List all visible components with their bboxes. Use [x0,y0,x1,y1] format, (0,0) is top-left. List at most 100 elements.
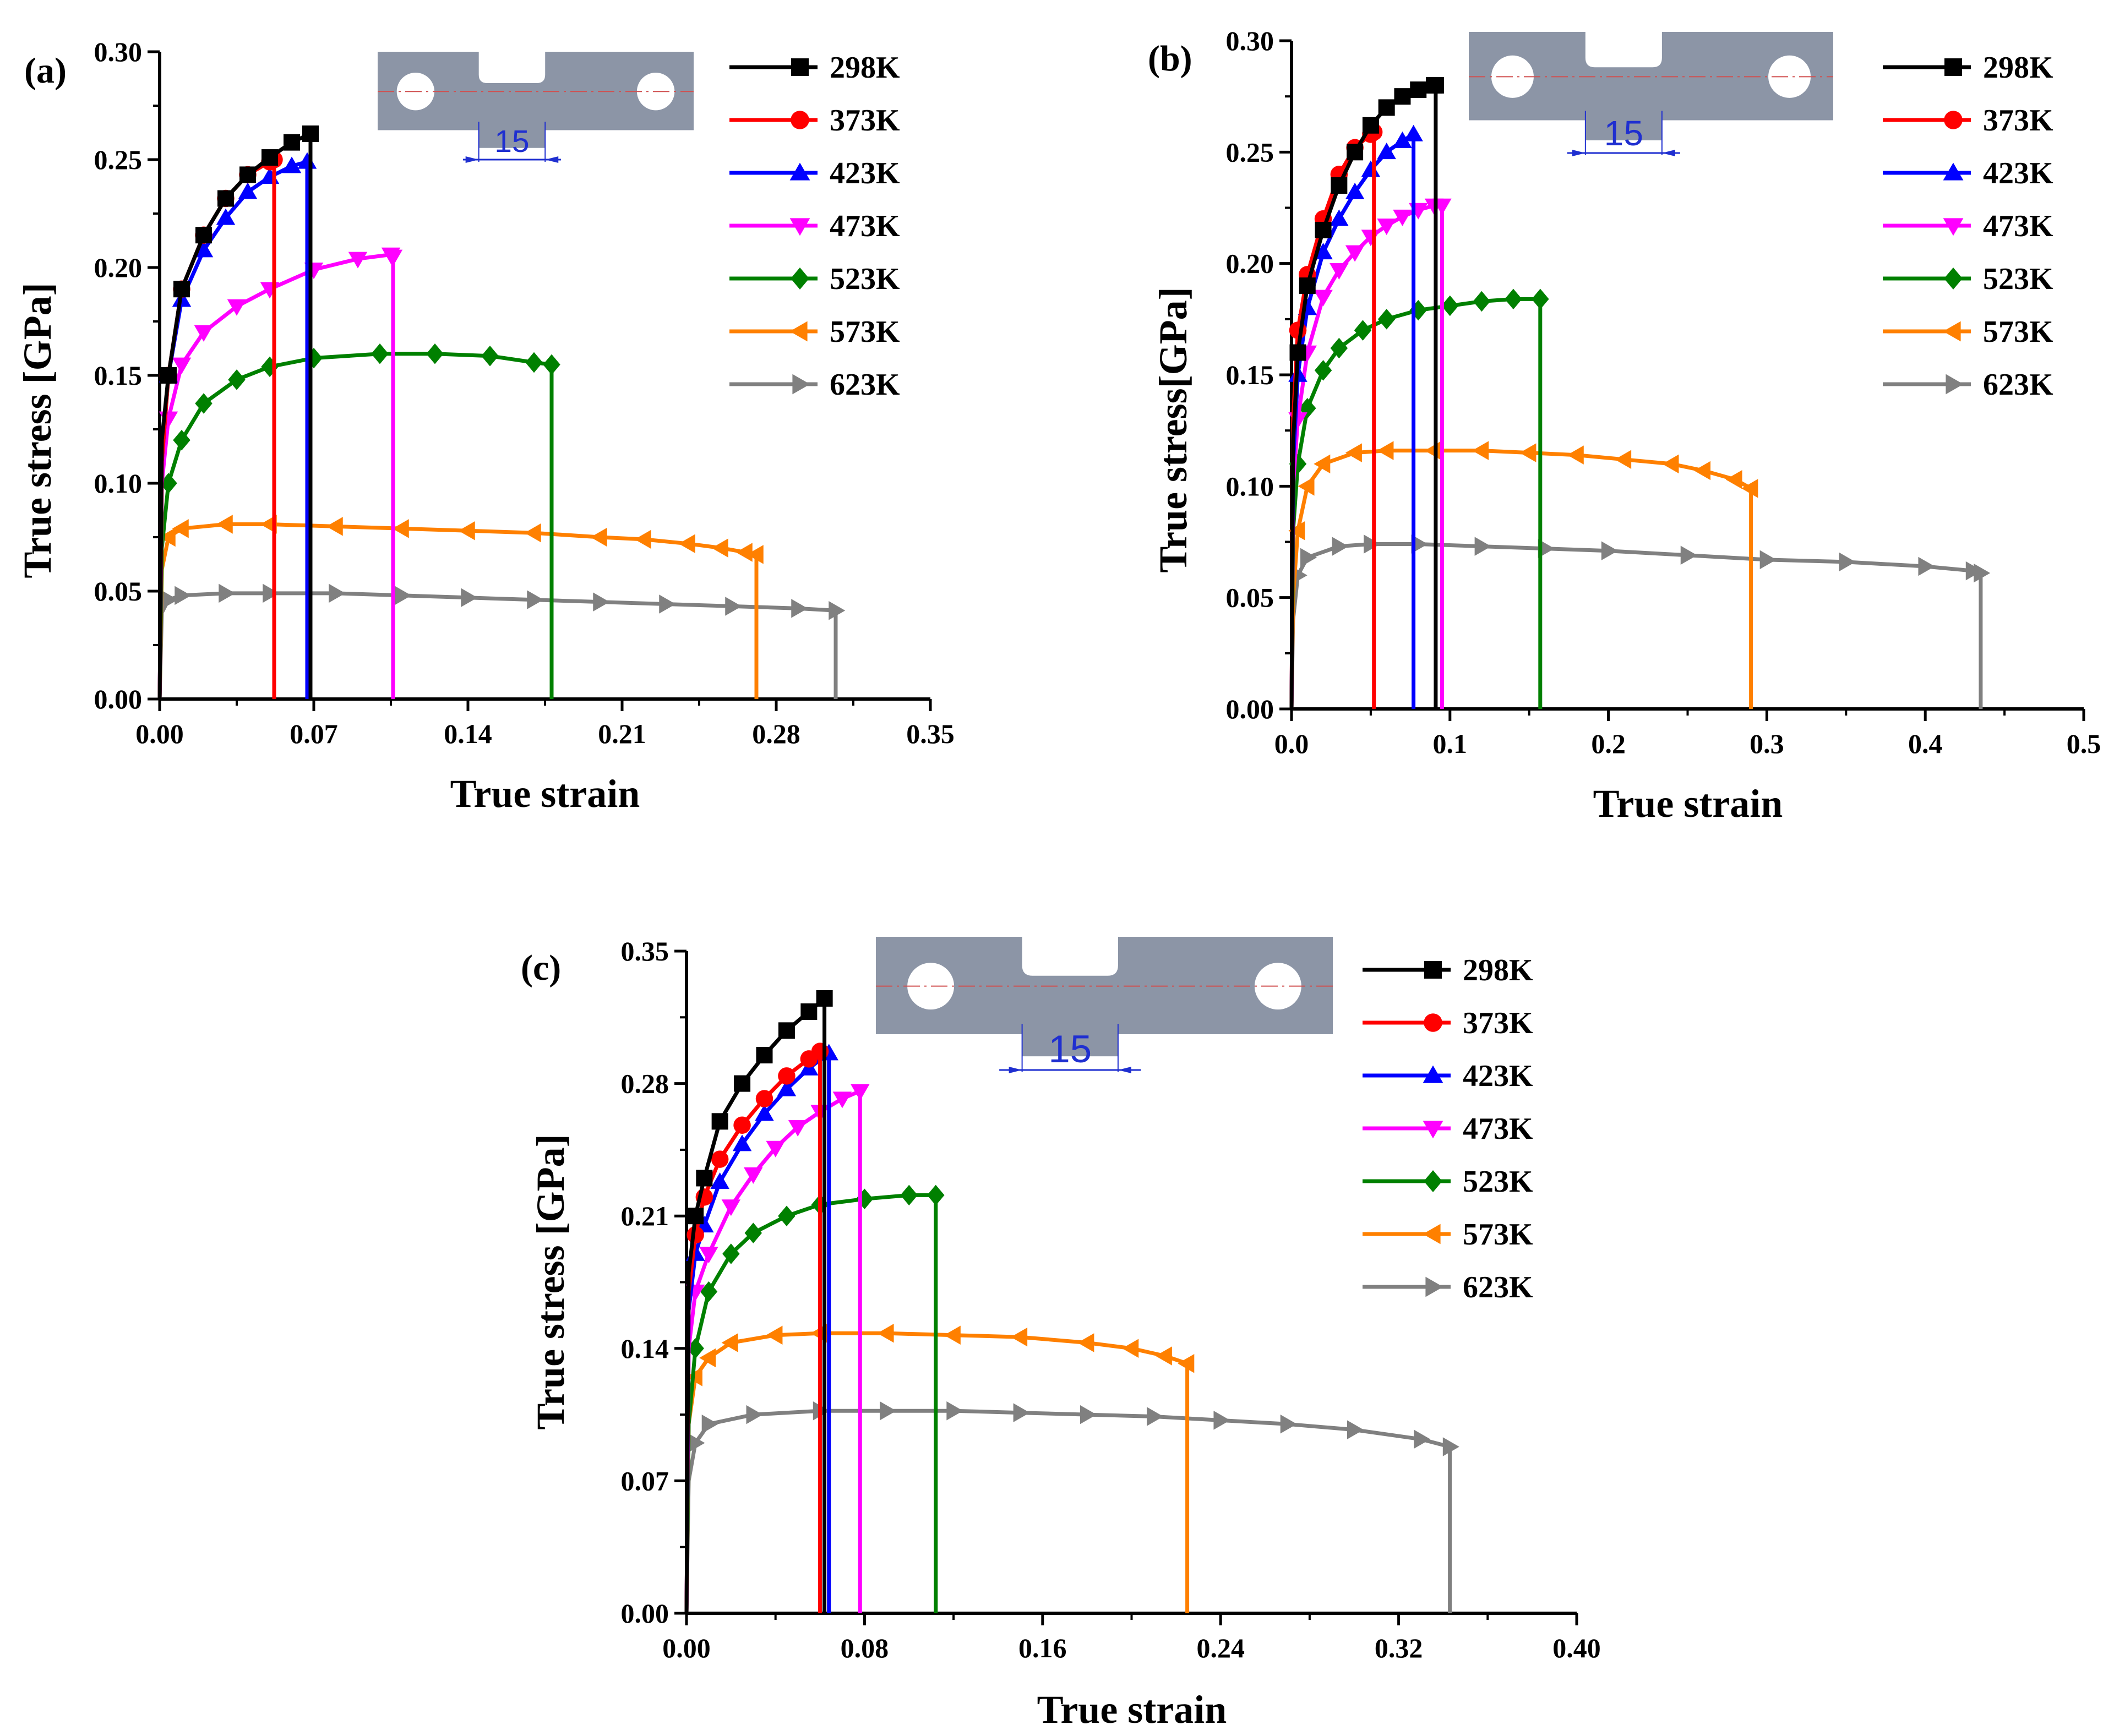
data-point [160,367,177,384]
x-axis-label: True strain [1037,1688,1227,1732]
legend: 298K 373K 423K 473K 523K 573K 623K [1363,953,1533,1304]
data-point [395,586,412,605]
x-tick-label: 0.1 [1433,728,1468,759]
y-tick-label: 0.10 [94,468,143,499]
dimension-arrow-right [1118,1067,1131,1073]
data-point [1345,245,1365,262]
series-573K [157,515,764,700]
specimen-inset: 15 [1469,32,1833,156]
data-point [800,1003,818,1020]
legend-item: 523K [729,262,900,296]
legend-label: 298K [1463,953,1533,987]
legend-marker [1425,1276,1443,1297]
data-point [946,1401,963,1421]
data-point [816,990,833,1007]
x-tick-label: 0.40 [1552,1633,1601,1663]
data-point [261,149,278,166]
data-point [1393,209,1412,226]
x-tick-label: 0.00 [135,718,184,749]
series-line [157,132,313,700]
legend-item: 623K [1883,368,2053,402]
data-point [829,601,846,620]
legend-item: 298K [1883,51,2053,85]
legend-marker [789,321,808,342]
data-point [159,527,176,547]
data-point [725,597,742,616]
x-tick-label: 0.35 [906,718,955,749]
series-line [1289,542,1983,709]
legend-marker [1424,961,1442,979]
data-point [1974,563,1991,583]
pin-hole-right [1768,55,1811,98]
data-point [1345,443,1362,462]
legend-marker [791,58,809,76]
x-tick-label: 0.07 [290,718,338,749]
y-axis-label: True stress [GPa] [528,1134,573,1429]
data-point [1694,461,1711,481]
data-point [383,249,403,266]
legend-label: 573K [1463,1218,1533,1252]
data-point [195,393,213,414]
data-point [590,527,607,547]
legend-label: 298K [830,51,900,85]
data-point [1147,1407,1164,1426]
series-line [684,1193,938,1614]
series-573K [1288,441,1758,709]
legend-marker [1944,111,1963,129]
chart-panel: 0.00 0.05 0.10 0.15 0.20 0.25 0.30 0.0 0.1 0.2 0.3… [1148,25,2101,826]
y-tick-label: 0.28 [621,1068,669,1099]
data-point [527,590,544,609]
data-point [1567,445,1584,465]
chart-panel: 0.00 0.05 0.10 0.15 0.20 0.25 0.30 0.00 0.07 0.14… [15,36,955,816]
data-point [297,152,317,169]
legend-item: 373K [729,103,900,138]
data-point [778,1205,796,1226]
pin-hole-left [907,963,955,1010]
data-point [161,590,178,609]
data-point [543,354,560,375]
data-point [927,1184,945,1206]
legend-marker [1424,1170,1442,1192]
y-tick-label: 0.25 [94,144,143,175]
data-point [175,586,192,605]
series-423K [684,1044,838,1614]
specimen-inset: 15 [378,52,694,163]
legend-label: 623K [1983,368,2053,402]
data-point [1314,360,1332,381]
data-point [1299,277,1316,294]
x-tick-label: 0.28 [752,718,800,749]
legend-label: 623K [830,368,900,402]
data-point [766,1325,783,1345]
data-point [392,519,409,538]
data-point [688,1433,705,1453]
x-tick-label: 0.3 [1750,728,1784,759]
x-tick-label: 0.16 [1018,1633,1067,1663]
data-point [880,1401,897,1421]
y-tick-label: 0.05 [1226,582,1274,613]
data-point [900,1184,918,1206]
legend-item: 423K [1883,156,2053,190]
x-tick-label: 0.2 [1591,728,1626,759]
specimen-inset: 15 [876,937,1333,1073]
legend-item: 623K [1363,1270,1533,1304]
data-point [1377,143,1396,160]
data-point [711,538,728,558]
legend-label: 523K [830,262,900,296]
y-tick-label: 0.15 [94,360,143,391]
data-point [1414,1429,1431,1449]
series-line [1289,449,1753,709]
legend-marker [791,111,809,129]
data-point [1725,470,1742,489]
data-point [461,588,478,608]
data-point [1347,1420,1364,1439]
data-point [1155,1346,1172,1366]
data-point [195,227,212,244]
data-point [172,357,192,374]
data-point [524,523,541,543]
data-point [172,519,189,538]
y-axis-label: True stress[GPa] [1151,287,1195,572]
y-tick-label: 0.30 [94,36,143,67]
data-point [1354,320,1372,341]
series-523K [157,343,560,700]
dimension-label: 15 [1048,1028,1092,1071]
